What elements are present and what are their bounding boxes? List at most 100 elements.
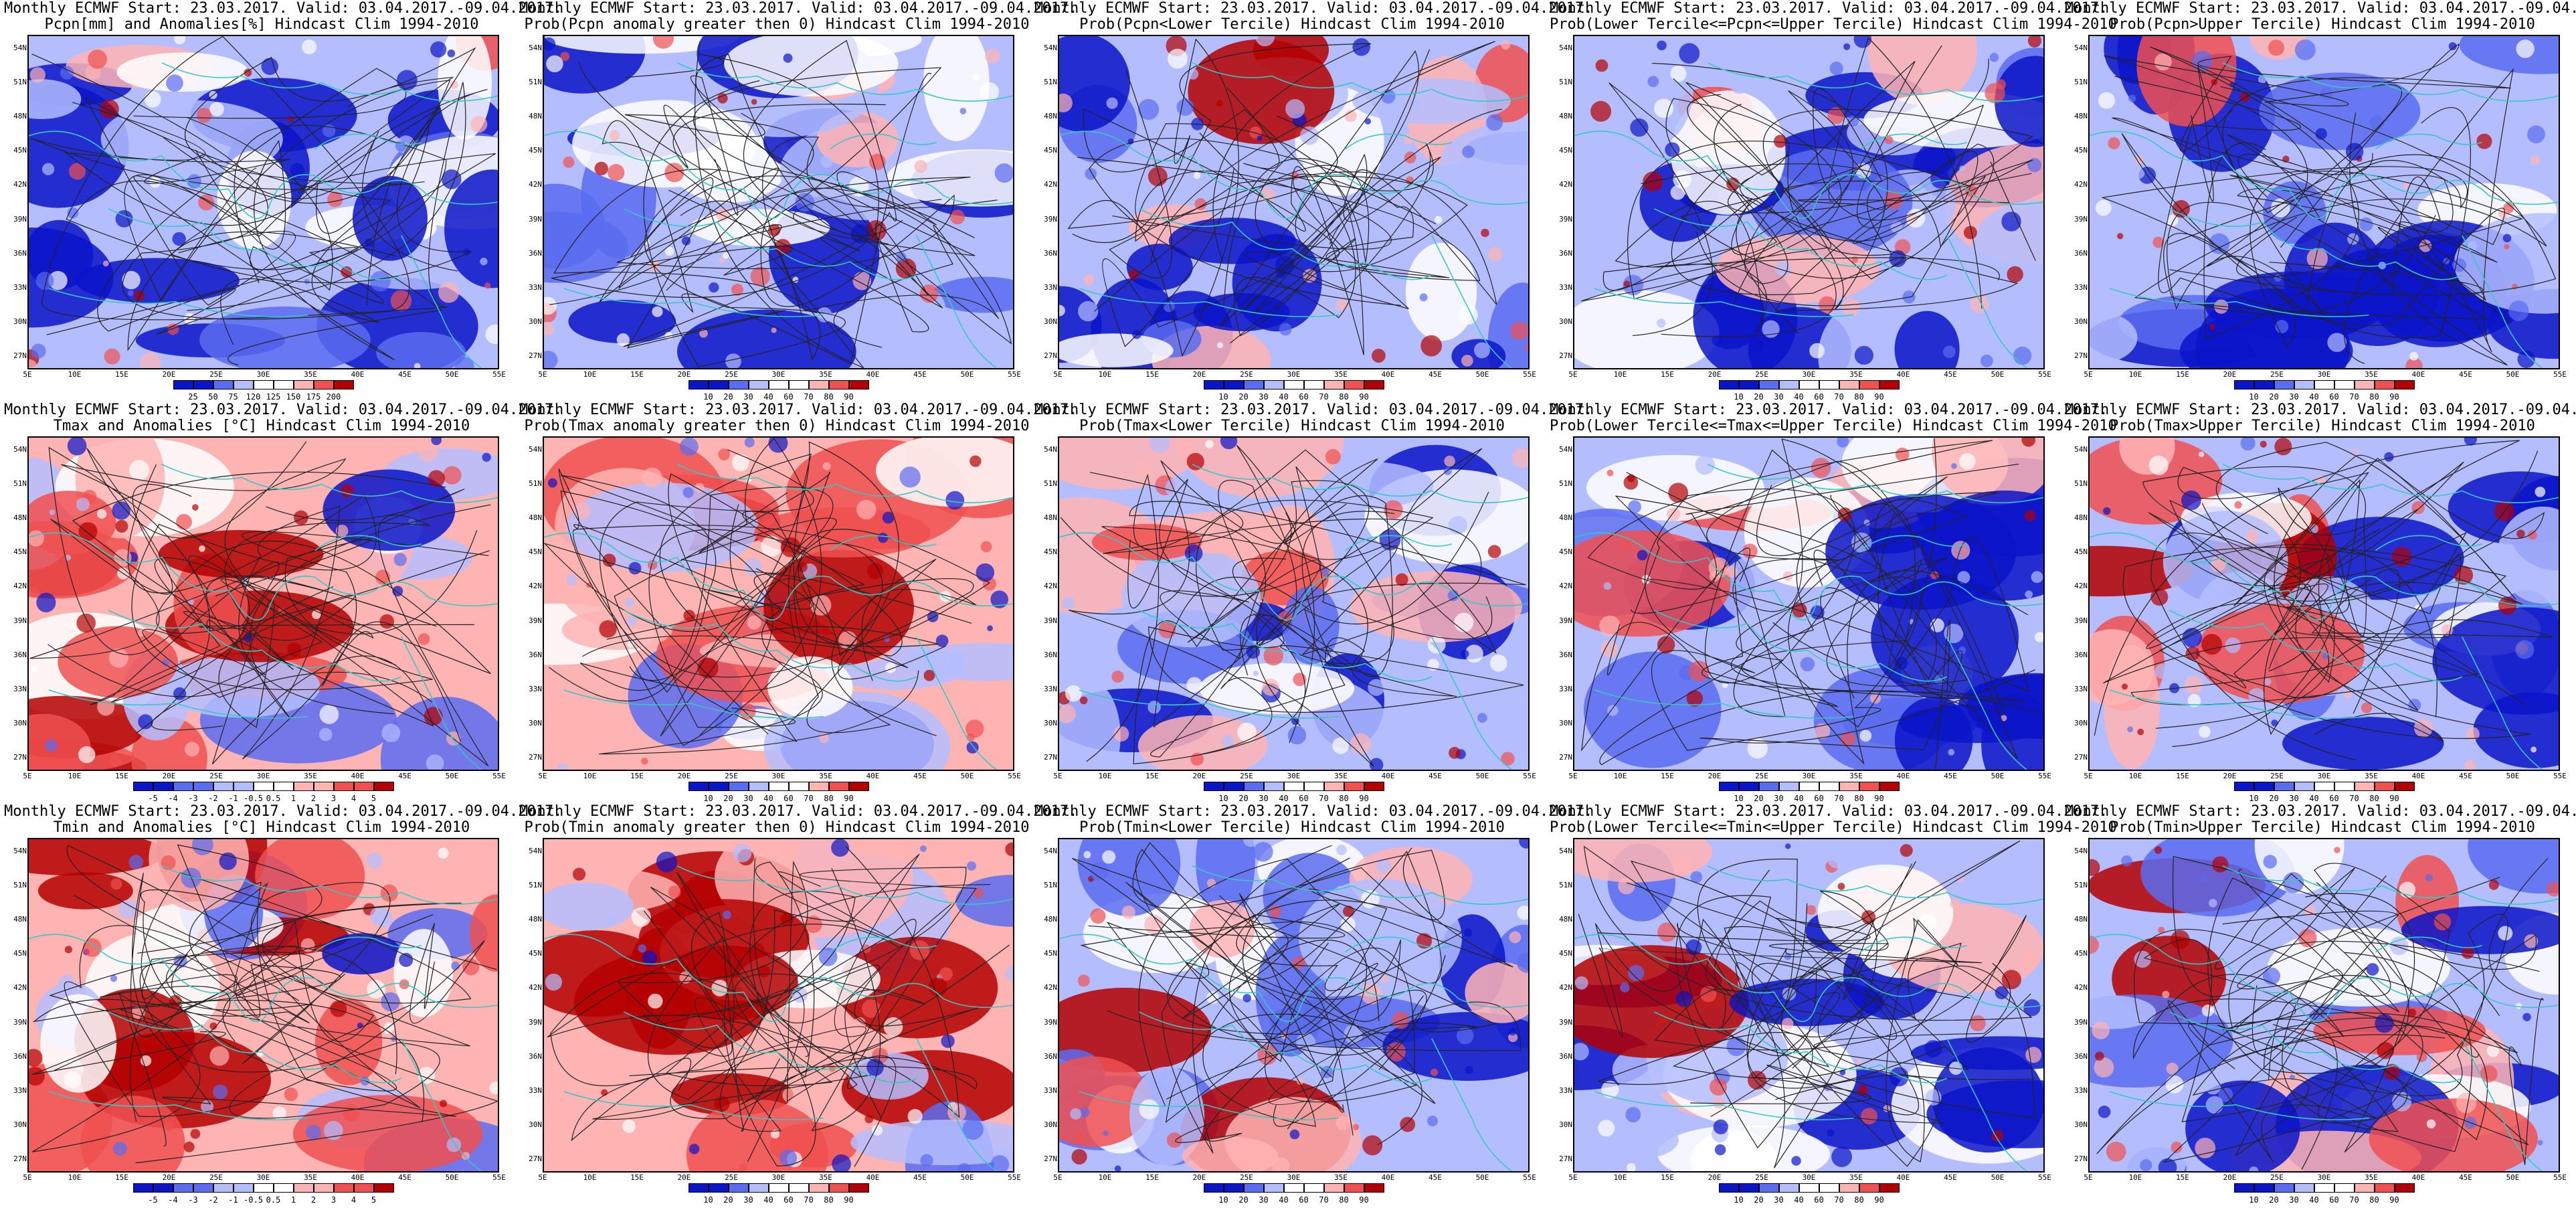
colorbar-tick-label: 60	[784, 1195, 794, 1205]
colorbar-tick-label: 30	[2289, 1195, 2299, 1205]
longitude-label: 10E	[68, 1173, 82, 1182]
latitude-label: 27N	[1044, 1154, 1057, 1163]
colorbar-tick-label: 70	[804, 794, 814, 803]
colorbar-tick-label: 60	[1299, 392, 1309, 402]
latitude-label: 30N	[1044, 1120, 1057, 1129]
forecast-panel: Monthly ECMWF Start: 23.03.2017. Valid: …	[519, 803, 1077, 1205]
colorbar-tick-label: 80	[1339, 392, 1349, 402]
latitude-label: 54N	[529, 44, 542, 52]
colorbar-swatch	[2253, 380, 2274, 390]
longitude-label: 20E	[1192, 772, 1206, 780]
longitude-label: 20E	[162, 1173, 176, 1182]
colorbar-tick-label: 1	[290, 794, 296, 803]
latitude-label: 27N	[1559, 351, 1572, 360]
colorbar-tick-label: 80	[824, 392, 834, 402]
longitude-label: 25E	[1755, 772, 1768, 780]
colorbar-swatch	[2294, 1183, 2314, 1193]
longitude-label: 50E	[2506, 1173, 2520, 1182]
colorbar-tick-label: 90	[1874, 794, 1884, 803]
colorbar-swatch	[1323, 782, 1344, 791]
colorbar-swatch	[1859, 380, 1879, 390]
longitude-label: 25E	[209, 370, 223, 379]
colorbar-swatch	[1303, 380, 1324, 390]
colorbar-swatch	[1778, 1183, 1799, 1193]
longitude-label: 30E	[1802, 1173, 1816, 1182]
panel-title-line2: Prob(Tmax anomaly greater then 0) Hindca…	[524, 418, 1030, 434]
map-field	[1574, 36, 2043, 368]
colorbar-tick-label: 80	[824, 794, 834, 803]
longitude-label: 5E	[2084, 1173, 2093, 1182]
longitude-label: 55E	[2038, 1173, 2051, 1182]
colorbar: 10 20 30 40 60 70 80 90	[1718, 782, 1900, 808]
longitude-label: 25E	[2270, 772, 2284, 780]
colorbar-tick-label: 30	[743, 1195, 753, 1205]
colorbar-tick-label: 10	[703, 794, 713, 803]
latitude-label: 39N	[1559, 1017, 1572, 1027]
latitude-label: 54N	[2074, 847, 2088, 855]
latitude-label: 48N	[13, 112, 27, 121]
panel-title-line2: Prob(Tmin<Lower Tercile) Hindcast Clim 1…	[1079, 819, 1505, 836]
longitude-label: 15E	[630, 772, 644, 780]
longitude-label: 15E	[115, 370, 128, 379]
forecast-panel: Monthly ECMWF Start: 23.03.2017. Valid: …	[2065, 402, 2576, 803]
latitude-label: 54N	[13, 847, 27, 855]
colorbar-swatch	[1799, 380, 1819, 390]
longitude-label: 30E	[2317, 370, 2331, 379]
map-field	[2090, 36, 2559, 368]
colorbar-tick-label: 40	[763, 794, 773, 803]
latitude-label: 54N	[2074, 445, 2088, 454]
longitude-label: 40E	[2411, 370, 2425, 379]
latitude-label: 51N	[2074, 479, 2088, 489]
longitude-label: 30E	[1802, 772, 1816, 780]
latitude-label: 45N	[529, 547, 542, 557]
latitude-label: 42N	[1044, 582, 1057, 591]
colorbar-swatch	[1283, 1183, 1304, 1193]
colorbar-tick-label: 25	[188, 392, 198, 402]
longitude-label: 35E	[2365, 772, 2378, 780]
latitude-label: 42N	[1559, 180, 1572, 189]
map-field	[1059, 438, 1528, 770]
colorbar-swatch	[2394, 782, 2415, 791]
colorbar-tick-label: 90	[2389, 1195, 2399, 1205]
latitude-label: 42N	[2074, 983, 2088, 992]
colorbar-swatch	[1819, 1183, 1839, 1193]
latitude-label: 48N	[2074, 915, 2088, 924]
forecast-map	[2088, 436, 2560, 771]
longitude-label: 50E	[445, 370, 459, 379]
panel-title-line2: Tmin and Anomalies [°C] Hindcast Clim 19…	[53, 819, 470, 836]
latitude-label: 30N	[529, 317, 542, 326]
longitude-label: 20E	[677, 772, 691, 780]
colorbar-swatch	[1778, 782, 1799, 791]
latitude-label: 42N	[1559, 582, 1572, 591]
colorbar-swatch	[253, 1183, 274, 1193]
longitude-label: 20E	[1192, 370, 1206, 379]
latitude-label: 27N	[529, 351, 542, 360]
latitude-label: 39N	[529, 214, 542, 224]
latitude-label: 54N	[1044, 44, 1057, 52]
longitude-label: 25E	[1755, 370, 1768, 379]
colorbar-swatch	[193, 1183, 213, 1193]
colorbar-swatch	[2253, 1183, 2274, 1193]
colorbar-swatch	[273, 380, 294, 390]
latitude-label: 30N	[13, 317, 27, 326]
colorbar-swatch	[1263, 782, 1284, 791]
map-field	[1574, 438, 2043, 770]
colorbar: 10 20 30 40 60 70 80 90	[2233, 782, 2415, 808]
forecast-map	[1058, 838, 1530, 1173]
map-field	[1059, 36, 1528, 368]
colorbar-swatch	[788, 380, 809, 390]
latitude-label: 48N	[1044, 915, 1057, 924]
longitude-label: 40E	[2411, 772, 2425, 780]
longitude-label: 15E	[2176, 772, 2189, 780]
longitude-label: 40E	[351, 772, 365, 780]
colorbar-tick-label: 20	[2269, 392, 2279, 402]
colorbar-tick-label: 10	[1734, 1195, 1744, 1205]
longitude-label: 20E	[2223, 370, 2237, 379]
colorbar: 10 20 30 40 60 70 80 90	[1718, 380, 1900, 407]
longitude-label: 40E	[2411, 1173, 2425, 1182]
colorbar-swatch	[1203, 380, 1224, 390]
latitude-label: 27N	[2074, 753, 2088, 762]
latitude-label: 42N	[529, 983, 542, 992]
colorbar-swatch	[848, 380, 869, 390]
longitude-label: 25E	[1240, 370, 1253, 379]
